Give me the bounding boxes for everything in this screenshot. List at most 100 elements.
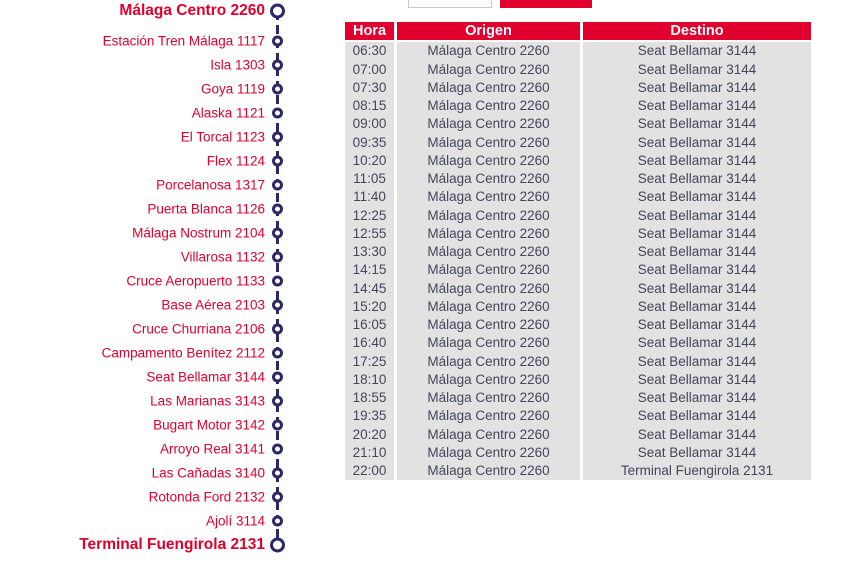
timetable-row: 15:20 Málaga Centro 2260 Seat Bellamar 3… [345,297,811,316]
route-panel: Málaga Centro 2260 Estación Tren Málaga … [0,0,300,570]
route-stop: Isla 1303 [0,53,300,77]
stop-label[interactable]: Bugart Motor 3142 [153,417,265,433]
stop-label[interactable]: El Torcal 1123 [180,129,265,145]
timetable-row: 16:05 Málaga Centro 2260 Seat Bellamar 3… [345,315,811,334]
cell-origen: Málaga Centro 2260 [397,279,580,298]
cell-hora: 18:55 [345,388,394,407]
route-stop: Terminal Fuengirola 2131 [0,533,300,557]
cell-hora: 08:15 [345,96,394,115]
cell-hora: 22:00 [345,461,394,480]
timetable-row: 09:35 Málaga Centro 2260 Seat Bellamar 3… [345,133,811,152]
stop-label[interactable]: Isla 1303 [210,57,265,73]
cell-origen: Málaga Centro 2260 [397,151,580,170]
cell-hora: 13:30 [345,242,394,261]
stop-label[interactable]: Málaga Centro 2260 [119,2,265,19]
cell-hora: 17:25 [345,352,394,371]
route-stop: Alaska 1121 [0,101,300,125]
cell-destino: Seat Bellamar 3144 [583,115,811,134]
stop-label[interactable]: Cruce Churriana 2106 [132,321,265,337]
cell-hora: 14:45 [345,279,394,298]
cell-hora: 12:25 [345,206,394,225]
route-stop: Bugart Motor 3142 [0,413,300,437]
cell-hora: 10:20 [345,151,394,170]
cell-origen: Málaga Centro 2260 [397,370,580,389]
cell-destino: Seat Bellamar 3144 [583,297,811,316]
stop-label[interactable]: Seat Bellamar 3144 [146,369,265,385]
column-header-origen: Origen [397,22,580,40]
stop-label[interactable]: Málaga Nostrum 2104 [132,225,265,241]
route-stop: Porcelanosa 1317 [0,173,300,197]
cell-hora: 06:30 [345,42,394,61]
stop-circle-icon [271,131,283,143]
cell-origen: Málaga Centro 2260 [397,224,580,243]
cell-hora: 18:10 [345,370,394,389]
stop-circle-icon [269,537,285,553]
stop-label[interactable]: Ajolí 3114 [205,513,265,529]
stop-label[interactable]: Flex 1124 [206,153,265,169]
timetable-row: 10:20 Málaga Centro 2260 Seat Bellamar 3… [345,151,811,170]
cell-origen: Málaga Centro 2260 [397,315,580,334]
stop-circle-icon [271,107,283,119]
cell-origen: Málaga Centro 2260 [397,78,580,97]
cell-destino: Seat Bellamar 3144 [583,370,811,389]
stop-label[interactable]: Goya 1119 [200,81,265,97]
cell-hora: 12:55 [345,224,394,243]
stop-circle-icon [271,419,283,431]
direction-tab-active[interactable] [500,0,592,8]
cell-origen: Málaga Centro 2260 [397,169,580,188]
stop-label[interactable]: Las Cañadas 3140 [151,465,265,481]
timetable-row: 18:55 Málaga Centro 2260 Seat Bellamar 3… [345,388,811,407]
stop-label[interactable]: Las Marianas 3143 [150,393,265,409]
timetable-row: 06:30 Málaga Centro 2260 Seat Bellamar 3… [345,42,811,61]
stop-label[interactable]: Porcelanosa 1317 [156,177,265,193]
stop-label[interactable]: Arroyo Real 3141 [159,441,265,457]
cell-destino: Seat Bellamar 3144 [583,261,811,280]
route-stop: Málaga Centro 2260 [0,0,300,23]
stop-label[interactable]: Terminal Fuengirola 2131 [79,536,265,553]
cell-origen: Málaga Centro 2260 [397,261,580,280]
timetable-header: Hora Origen Destino [345,22,811,40]
cell-destino: Seat Bellamar 3144 [583,224,811,243]
timetable-body: 06:30 Málaga Centro 2260 Seat Bellamar 3… [345,42,811,480]
route-stop: Las Marianas 3143 [0,389,300,413]
route-stop: Goya 1119 [0,77,300,101]
stop-label[interactable]: Villarosa 1132 [180,249,265,265]
timetable-row: 17:25 Málaga Centro 2260 Seat Bellamar 3… [345,352,811,371]
route-stop: Campamento Benítez 2112 [0,341,300,365]
route-stop: Puerta Blanca 1126 [0,197,300,221]
stop-label[interactable]: Base Aérea 2103 [161,297,265,313]
stop-label[interactable]: Alaska 1121 [191,105,265,121]
cell-origen: Málaga Centro 2260 [397,115,580,134]
stop-label[interactable]: Rotonda Ford 2132 [148,489,265,505]
route-stop: Cruce Aeropuerto 1133 [0,269,300,293]
stop-circle-icon [271,59,283,71]
timetable-row: 11:40 Málaga Centro 2260 Seat Bellamar 3… [345,188,811,207]
direction-tab-inactive[interactable] [408,0,492,8]
cell-destino: Seat Bellamar 3144 [583,242,811,261]
stop-circle-icon [271,35,283,47]
stop-label[interactable]: Campamento Benítez 2112 [101,345,265,361]
cell-origen: Málaga Centro 2260 [397,334,580,353]
stop-label[interactable]: Puerta Blanca 1126 [147,201,265,217]
timetable-row: 07:30 Málaga Centro 2260 Seat Bellamar 3… [345,78,811,97]
cell-destino: Seat Bellamar 3144 [583,443,811,462]
cell-destino: Seat Bellamar 3144 [583,78,811,97]
cell-hora: 20:20 [345,425,394,444]
cell-destino: Seat Bellamar 3144 [583,407,811,426]
timetable-row: 11:05 Málaga Centro 2260 Seat Bellamar 3… [345,169,811,188]
cell-hora: 07:30 [345,78,394,97]
cell-destino: Seat Bellamar 3144 [583,388,811,407]
stop-circle-icon [271,395,283,407]
stop-circle-icon [269,3,285,19]
cell-destino: Seat Bellamar 3144 [583,42,811,61]
cell-destino: Seat Bellamar 3144 [583,60,811,79]
cell-destino: Seat Bellamar 3144 [583,151,811,170]
cell-origen: Málaga Centro 2260 [397,206,580,225]
cell-origen: Málaga Centro 2260 [397,352,580,371]
cell-origen: Málaga Centro 2260 [397,425,580,444]
stop-label[interactable]: Estación Tren Málaga 1117 [102,33,265,49]
stop-circle-icon [271,323,283,335]
stop-label[interactable]: Cruce Aeropuerto 1133 [126,273,265,289]
cell-hora: 14:15 [345,261,394,280]
